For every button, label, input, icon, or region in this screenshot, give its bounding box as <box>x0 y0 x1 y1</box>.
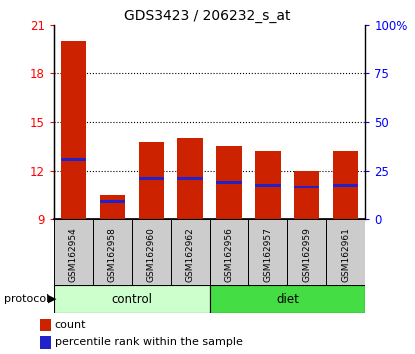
Bar <box>61 41 86 219</box>
Bar <box>139 142 164 219</box>
Bar <box>216 147 242 219</box>
Bar <box>294 185 320 188</box>
Bar <box>40 319 51 331</box>
Text: GSM162958: GSM162958 <box>108 227 117 282</box>
Text: GSM162960: GSM162960 <box>147 227 156 282</box>
Bar <box>178 138 203 219</box>
Text: diet: diet <box>276 293 299 306</box>
Text: control: control <box>111 293 152 306</box>
Text: GSM162962: GSM162962 <box>186 227 195 282</box>
Bar <box>333 152 359 219</box>
Bar <box>100 195 125 219</box>
Bar <box>210 285 365 313</box>
Bar <box>249 219 287 285</box>
Bar <box>178 177 203 181</box>
Text: GSM162954: GSM162954 <box>69 227 78 282</box>
Text: count: count <box>55 320 86 330</box>
Bar <box>255 152 281 219</box>
Bar <box>333 184 359 187</box>
Bar <box>54 219 93 285</box>
Bar <box>294 171 320 219</box>
Text: percentile rank within the sample: percentile rank within the sample <box>55 337 243 347</box>
Bar <box>287 219 326 285</box>
Text: GSM162959: GSM162959 <box>303 227 311 282</box>
Text: GSM162957: GSM162957 <box>264 227 272 282</box>
Bar <box>100 200 125 203</box>
Bar <box>54 285 210 313</box>
Text: GSM162956: GSM162956 <box>225 227 234 282</box>
Bar <box>40 336 51 349</box>
Text: ▶: ▶ <box>48 294 56 304</box>
Bar <box>210 219 249 285</box>
Bar <box>132 219 171 285</box>
Text: GDS3423 / 206232_s_at: GDS3423 / 206232_s_at <box>124 9 291 23</box>
Text: protocol: protocol <box>4 294 49 304</box>
Bar <box>93 219 132 285</box>
Bar <box>255 184 281 187</box>
Text: GSM162961: GSM162961 <box>341 227 350 282</box>
Bar <box>216 181 242 184</box>
Bar <box>326 219 365 285</box>
Bar <box>61 158 86 161</box>
Bar <box>171 219 210 285</box>
Bar <box>139 177 164 181</box>
